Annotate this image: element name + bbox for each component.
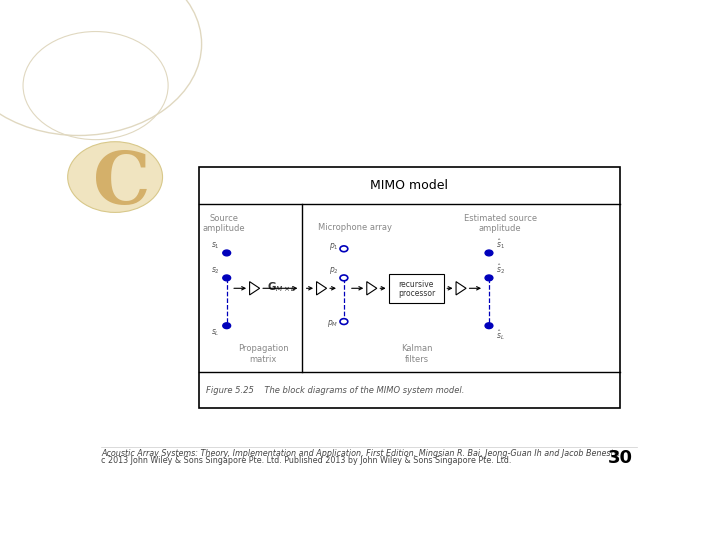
Text: $\hat{s}_1$: $\hat{s}_1$ (495, 238, 505, 251)
Text: $\hat{s}_2$: $\hat{s}_2$ (495, 262, 505, 276)
Text: $\mathbf{G}_{M\times L}$: $\mathbf{G}_{M\times L}$ (267, 280, 297, 294)
Circle shape (340, 246, 348, 252)
Text: Source
amplitude: Source amplitude (202, 214, 246, 233)
Text: $p_1$: $p_1$ (328, 241, 338, 252)
Circle shape (485, 275, 493, 281)
Circle shape (222, 323, 230, 329)
Text: $s_L$: $s_L$ (212, 328, 220, 338)
Text: Kalman
filters: Kalman filters (400, 345, 432, 364)
Text: Figure 5.25    The block diagrams of the MIMO system model.: Figure 5.25 The block diagrams of the MI… (205, 386, 464, 395)
Circle shape (485, 323, 493, 329)
Text: C: C (93, 148, 150, 219)
Text: c 2013 John Wiley & Sons Singapore Pte. Ltd. Published 2013 by John Wiley & Sons: c 2013 John Wiley & Sons Singapore Pte. … (101, 456, 511, 465)
Bar (389, 274, 444, 303)
Text: $p_2$: $p_2$ (328, 265, 338, 276)
Text: $s_1$: $s_1$ (211, 241, 220, 251)
Text: $s_2$: $s_2$ (211, 266, 220, 276)
Circle shape (485, 250, 493, 256)
Circle shape (222, 275, 230, 281)
Bar (199, 167, 620, 408)
Circle shape (340, 275, 348, 281)
Text: recursive: recursive (399, 280, 434, 289)
Text: Microphone array: Microphone array (318, 223, 392, 232)
Circle shape (340, 319, 348, 325)
Text: 30: 30 (608, 449, 632, 467)
Circle shape (222, 250, 230, 256)
Circle shape (68, 141, 163, 212)
Text: MIMO model: MIMO model (371, 179, 449, 192)
Text: $p_M$: $p_M$ (327, 318, 338, 329)
Text: Acoustic Array Systems: Theory, Implementation and Application, First Edition. M: Acoustic Array Systems: Theory, Implemen… (101, 449, 621, 458)
Text: processor: processor (398, 289, 435, 298)
Text: $\hat{s}_L$: $\hat{s}_L$ (495, 328, 505, 342)
Text: Estimated source
amplitude: Estimated source amplitude (464, 214, 536, 233)
Text: Propagation
matrix: Propagation matrix (238, 345, 288, 364)
